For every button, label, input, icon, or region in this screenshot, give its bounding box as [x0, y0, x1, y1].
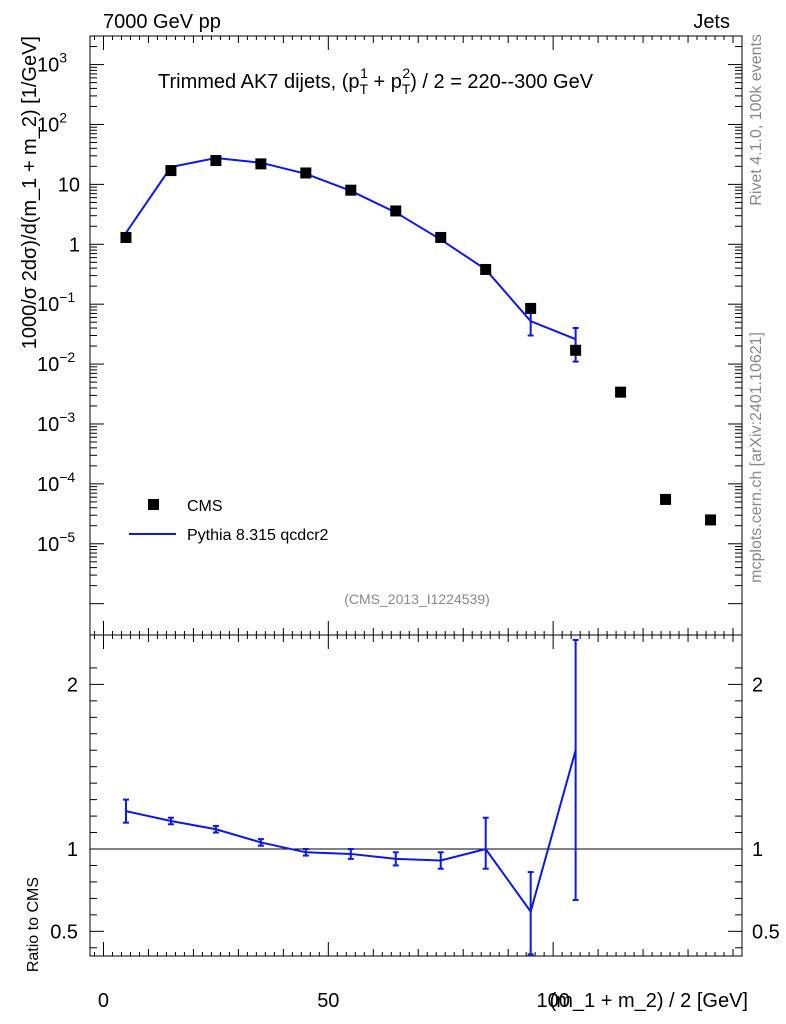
y-tick-label: 10−2	[37, 349, 75, 376]
x-tick-label: 100	[536, 990, 569, 1012]
title-sub-2: T	[402, 81, 411, 97]
y-tick-base: 1	[69, 234, 80, 256]
y-tick-label: 103	[37, 50, 67, 77]
x-tick-label: 50	[317, 990, 339, 1012]
ratio-y-tick-label: 0.5	[50, 921, 78, 943]
cms-data-point	[615, 386, 627, 398]
y-tick-base: 10	[37, 55, 59, 77]
ratio-y-tick-label: 1	[67, 839, 78, 861]
cms-data-point	[570, 344, 582, 356]
ratio-y-tick-label-right: 0.5	[752, 921, 780, 943]
x-tick-label: 0	[98, 990, 109, 1012]
y-tick-label: 10−1	[37, 289, 75, 316]
cms-data-point	[435, 231, 447, 243]
y-axis-label: 1000/σ 2dσ)/d(m_1 + m_2) [1/GeV]	[19, 36, 41, 349]
header-right: Jets	[693, 11, 730, 33]
cms-data-point	[705, 514, 717, 526]
y-tick-base: 10	[37, 414, 59, 436]
cms-data-point	[300, 167, 312, 179]
title-sup-2: 2	[402, 65, 410, 81]
cms-data-point	[525, 302, 537, 314]
ratio-y-tick-label-right: 1	[752, 839, 763, 861]
legend-cms-label: CMS	[187, 498, 223, 515]
x-axis-label: (m_1 + m_2) / 2 [GeV]	[550, 990, 748, 1012]
cms-data-point	[255, 158, 267, 170]
ratio-series-line	[125, 749, 577, 914]
y-tick-exponent: 3	[59, 50, 67, 66]
legend-cms-marker	[148, 499, 159, 510]
header-left: 7000 GeV pp	[103, 11, 221, 33]
title-part-a: Trimmed AK7 dijets, (p	[158, 71, 360, 93]
y-tick-exponent: 2	[59, 109, 67, 125]
cms-data-point	[165, 165, 177, 177]
title-sup-1: 1	[360, 65, 368, 81]
ratio-y-tick-label-right: 2	[752, 674, 763, 696]
ratio-frame	[89, 634, 743, 957]
title-part-c: ) / 2 = 220--300 GeV	[410, 71, 594, 93]
cms-data-point	[210, 155, 222, 167]
y-tick-base: 10	[37, 534, 59, 556]
cms-data-point	[480, 263, 492, 275]
y-tick-base: 10	[37, 474, 59, 496]
mcplots-label: mcplots.cern.ch [arXiv:2401.10621]	[748, 332, 765, 583]
title-part-b: + p	[368, 71, 402, 93]
cms-data-point	[390, 205, 402, 217]
y-tick-label: 10	[58, 174, 80, 196]
y-tick-base: 10	[58, 174, 80, 196]
chart-title: Trimmed AK7 dijets, (pT1 + pT2) / 2 = 22…	[158, 65, 594, 97]
y-tick-exponent: −3	[59, 409, 75, 425]
ratio-y-axis-label: Ratio to CMS	[25, 877, 42, 972]
rivet-label: Rivet 4.1.0, 100k events	[748, 34, 765, 206]
y-tick-label: 10−4	[37, 469, 75, 496]
y-tick-base: 10	[37, 114, 59, 136]
ratio-y-tick-label: 2	[67, 674, 78, 696]
y-tick-exponent: −4	[59, 469, 75, 485]
y-tick-base: 10	[37, 354, 59, 376]
y-tick-base: 10	[37, 294, 59, 316]
legend-mc-label: Pythia 8.315 qcdcr2	[187, 527, 329, 544]
main-frame	[89, 35, 743, 636]
analysis-label: (CMS_2013_I1224539)	[344, 591, 490, 607]
y-tick-label: 10−3	[37, 409, 75, 436]
y-tick-exponent: −5	[59, 529, 75, 545]
y-tick-exponent: −1	[59, 289, 75, 305]
y-tick-label: 10−5	[37, 529, 75, 556]
cms-data-point	[660, 493, 672, 505]
y-tick-exponent: −2	[59, 349, 75, 365]
title-sub-1: T	[360, 81, 369, 97]
cms-data-point	[120, 231, 132, 243]
cms-data-point	[345, 184, 357, 196]
y-tick-label: 1	[69, 234, 80, 256]
y-tick-label: 102	[37, 109, 67, 136]
